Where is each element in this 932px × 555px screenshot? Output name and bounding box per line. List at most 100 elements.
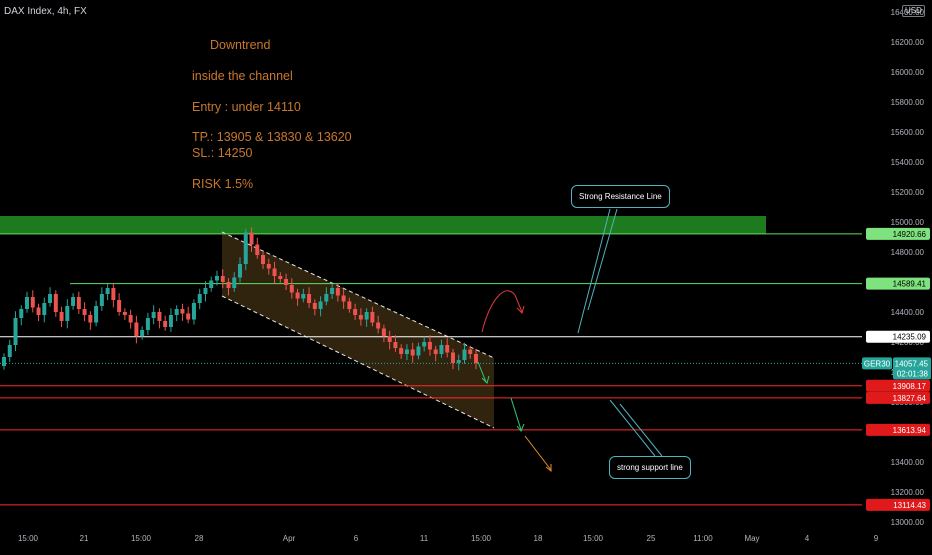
candle — [450, 348, 455, 370]
candle-body — [243, 232, 248, 264]
candle-body — [145, 318, 150, 330]
candle — [289, 278, 294, 299]
candle-body — [226, 282, 231, 288]
price-tag-bg — [866, 391, 930, 404]
y-tick-label: 15800.00 — [891, 98, 925, 107]
candle-body — [393, 342, 398, 348]
candle-body — [191, 303, 196, 320]
candle-body — [278, 276, 283, 279]
orange-arrow — [524, 435, 552, 471]
candle — [318, 296, 323, 317]
x-tick-label: 15:00 — [18, 534, 39, 543]
candle-body — [19, 309, 24, 318]
candle-body — [324, 294, 329, 302]
candle-body — [439, 345, 444, 354]
candle — [278, 272, 283, 283]
candle — [203, 281, 208, 302]
candle — [312, 299, 317, 316]
x-tick-label: 11 — [420, 534, 429, 543]
candle-body — [318, 301, 323, 309]
candle-body — [59, 312, 64, 321]
resistance-callout[interactable]: Strong Resistance Line — [571, 185, 670, 208]
candle — [111, 282, 116, 308]
resistance-connector — [577, 208, 611, 334]
resistance-zone — [0, 216, 766, 234]
candle-body — [347, 301, 352, 309]
candle-body — [7, 345, 12, 357]
price-tag: 13114.43 — [866, 498, 930, 511]
candle — [157, 308, 162, 329]
candle-body — [433, 349, 438, 354]
candle — [364, 308, 369, 327]
note-downtrend: Downtrend — [210, 38, 271, 52]
candle-body — [53, 294, 58, 312]
candle-body — [174, 309, 179, 315]
candle — [117, 293, 122, 316]
candle-body — [445, 345, 450, 353]
x-tick-label: 11:00 — [693, 534, 713, 543]
candle — [168, 308, 173, 332]
candle — [456, 354, 461, 371]
candle-body — [272, 268, 277, 276]
candle — [462, 342, 467, 364]
x-tick-label: 9 — [874, 534, 879, 543]
candle — [99, 287, 104, 311]
candle — [180, 303, 185, 321]
candle-body — [82, 309, 87, 315]
candle — [410, 342, 415, 363]
candle-body — [255, 244, 260, 255]
candle-body — [48, 294, 53, 303]
y-tick-label: 13000.00 — [891, 518, 925, 527]
x-tick-label: 15:00 — [471, 534, 492, 543]
candle-body — [203, 288, 208, 294]
symbol-tag-label: GER30 — [864, 359, 891, 368]
symbol-title[interactable]: DAX Index, 4h, FX — [4, 6, 87, 17]
candle — [19, 305, 24, 326]
y-tick-label: 15600.00 — [891, 128, 925, 137]
candle — [301, 288, 306, 303]
candle-body — [232, 277, 237, 288]
price-tag-bg — [866, 277, 930, 290]
candle-body — [456, 360, 461, 363]
current-price-bg — [893, 357, 931, 380]
candle — [266, 258, 271, 275]
candle — [209, 276, 214, 292]
currency-badge[interactable]: USD — [902, 5, 925, 17]
candle — [468, 345, 473, 359]
current-price-label: 14057.45 — [895, 359, 929, 368]
price-tag: 14589.41 — [866, 277, 930, 290]
note-channel: inside the channel — [192, 69, 293, 83]
candle — [88, 311, 93, 330]
candle — [220, 269, 225, 289]
candle — [13, 311, 18, 352]
candle-body — [157, 312, 162, 321]
price-tag-bg — [866, 330, 930, 343]
candle — [255, 237, 260, 259]
candle — [439, 339, 444, 358]
x-tick-label: 6 — [354, 534, 359, 543]
y-tick-label: 16200.00 — [891, 38, 925, 47]
candle — [59, 306, 64, 328]
support-callout[interactable]: strong support line — [609, 456, 691, 479]
note-take-profit: TP.: 13905 & 13830 & 13620 — [192, 130, 352, 144]
candle — [433, 345, 438, 362]
candle — [370, 306, 375, 327]
candle — [261, 251, 266, 269]
candle-body — [468, 349, 473, 354]
candle-body — [94, 306, 99, 323]
candle — [214, 270, 219, 286]
price-tag-label: 13827.64 — [893, 394, 927, 403]
candle — [387, 330, 392, 350]
candle — [232, 272, 237, 292]
candle-body — [134, 322, 139, 336]
x-tick-label: 15:00 — [131, 534, 152, 543]
price-tag-label: 14589.41 — [893, 280, 927, 289]
price-tag: 13908.17 — [866, 379, 930, 392]
candle — [249, 227, 254, 252]
green-arrow-head — [481, 375, 490, 384]
candle-body — [71, 297, 76, 306]
candle-body — [65, 306, 70, 321]
bounce-arrow — [481, 290, 523, 333]
